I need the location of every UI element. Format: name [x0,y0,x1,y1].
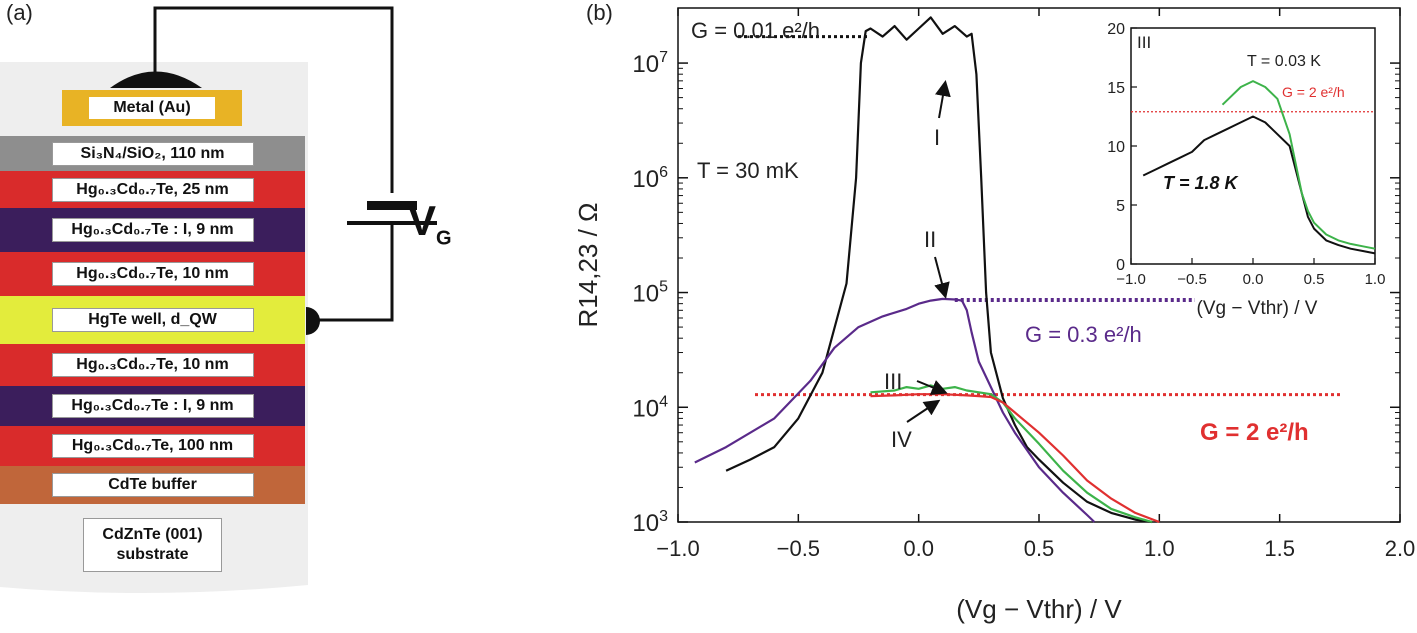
y-tick-label: 105 [632,279,668,308]
stack-layer-label: Hg₀.₃Cd₀.₇Te, 10 nm [51,353,254,377]
arrow-III [916,380,948,395]
x-tick-label: 0.5 [1024,536,1055,561]
inset-x-tick-label: −0.5 [1177,271,1207,288]
y-tick-label: 103 [632,508,668,537]
inset-y-tick-label: 5 [1116,198,1125,215]
substrate-line1: CdZnTe (001) [102,526,203,543]
inset-series-line [1221,80,1376,250]
stack-layer-label: Hg₀.₃Cd₀.₇Te : I, 9 nm [51,394,254,418]
stack-layer: CdTe buffer [0,466,305,504]
inset-legend-high: T = 1.8 K [1163,173,1240,193]
annotation-g03: G = 0.3 e²/h [1025,322,1142,347]
x-tick-label: −0.5 [777,536,820,561]
panel-b-label: (b) [586,0,613,25]
substrate-label: CdZnTe (001) substrate [83,518,222,572]
gate-wire [153,6,394,322]
capacitor-plate-bottom [347,221,437,225]
stack-layer: Hg₀.₃Cd₀.₇Te : I, 9 nm [0,208,305,252]
metal-au-label: Metal (Au) [89,97,215,119]
y-tick-label: 107 [632,49,668,78]
inset-y-tick-label: 15 [1107,80,1125,97]
gate-voltage-label: VG [408,197,452,250]
stack-layer-label: Si₃N₄/SiO₂, 110 nm [51,141,254,166]
annotation-g2: G = 2 e²/h [1200,419,1309,446]
inset-legend-low: T = 0.03 K [1247,53,1321,70]
main-chart: −1.0 −0.5 0.0 0.5 1.0 1.5 2.0103104105106107(V… [573,7,1416,624]
gate-voltage-subscript: G [436,227,452,250]
stack-layer-label: Hg₀.₃Cd₀.₇Te : I, 9 nm [51,218,254,242]
inset-x-axis-label: (Vg − Vthr) / V [1197,298,1318,319]
capacitor-plate-top [367,201,417,210]
inset-x-tick-label: 1.0 [1365,271,1386,288]
curve-label-III: III [884,369,902,394]
x-axis-label: (Vg − Vthr) / V [956,594,1122,624]
arrow-I [935,80,951,119]
series-line-II [694,297,1096,523]
inset-series-line [1142,115,1376,255]
substrate-line2: substrate [116,546,189,563]
stack-layer-label: Hg₀.₃Cd₀.₇Te, 25 nm [51,177,254,202]
curve-label-IV: IV [891,427,912,452]
arrow-IV [906,399,941,423]
substrate-layer: CdZnTe (001) substrate [0,510,305,580]
annotation-g001: G = 0.01 e²/h [691,18,820,43]
stack-layer: Hg₀.₃Cd₀.₇Te, 100 nm [0,426,305,466]
inset-y-tick-label: 10 [1107,139,1125,156]
inset-x-tick-label: 0.0 [1243,271,1264,288]
x-tick-label: 2.0 [1385,536,1416,561]
curve-label-I: I [934,125,940,150]
annotation-temperature: T = 30 mK [697,158,799,183]
stack-layer-label: Hg₀.₃Cd₀.₇Te, 10 nm [51,262,254,286]
series-line-I [725,16,1153,524]
x-tick-label: 1.0 [1144,536,1175,561]
y-tick-label: 106 [632,164,668,193]
curve-label-II: II [924,227,936,252]
series-line-III [870,384,1153,524]
series-line-IV [870,393,1160,524]
inset-frame [1130,27,1376,265]
x-tick-label: −1.0 [656,536,699,561]
gate-voltage-symbol: V [408,197,437,244]
y-axis-label: R14,23 / Ω [573,203,603,328]
inset-chart: −1.0 −0.5 0.0 0.5 1.0 0 5 10 15 20 (Vg − Vthr) / V… [1107,21,1386,319]
inset-panel-label: III [1137,33,1151,52]
metal-au-layer: Metal (Au) [62,90,242,126]
y-tick-label: 104 [632,393,668,422]
inset-x-tick-label: 0.5 [1304,271,1325,288]
side-contact [306,307,320,335]
x-tick-label: 0.0 [903,536,934,561]
stack-layer: HgTe well, d_QW [0,296,305,344]
inset-y-tick-label: 0 [1116,257,1125,274]
inset-annotation-g2: G = 2 e²/h [1282,84,1345,100]
inset-y-tick-label: 20 [1107,21,1125,38]
arrow-II [934,256,950,299]
stack-layer-label: Hg₀.₃Cd₀.₇Te, 100 nm [51,434,254,458]
stack-layer: Si₃N₄/SiO₂, 110 nm [0,136,305,171]
stack-layer: Hg₀.₃Cd₀.₇Te, 10 nm [0,344,305,386]
stack-layer-label: HgTe well, d_QW [51,308,254,332]
stack-layer: Hg₀.₃Cd₀.₇Te, 25 nm [0,171,305,208]
inset-x-tick-label: −1.0 [1116,271,1146,288]
metal-contact-dome [110,71,202,88]
stack-layer: Hg₀.₃Cd₀.₇Te : I, 9 nm [0,386,305,426]
stack-layer-label: CdTe buffer [51,473,254,497]
x-tick-label: 1.5 [1264,536,1295,561]
stack-layer: Hg₀.₃Cd₀.₇Te, 10 nm [0,252,305,296]
panel-a-label: (a) [6,0,33,25]
